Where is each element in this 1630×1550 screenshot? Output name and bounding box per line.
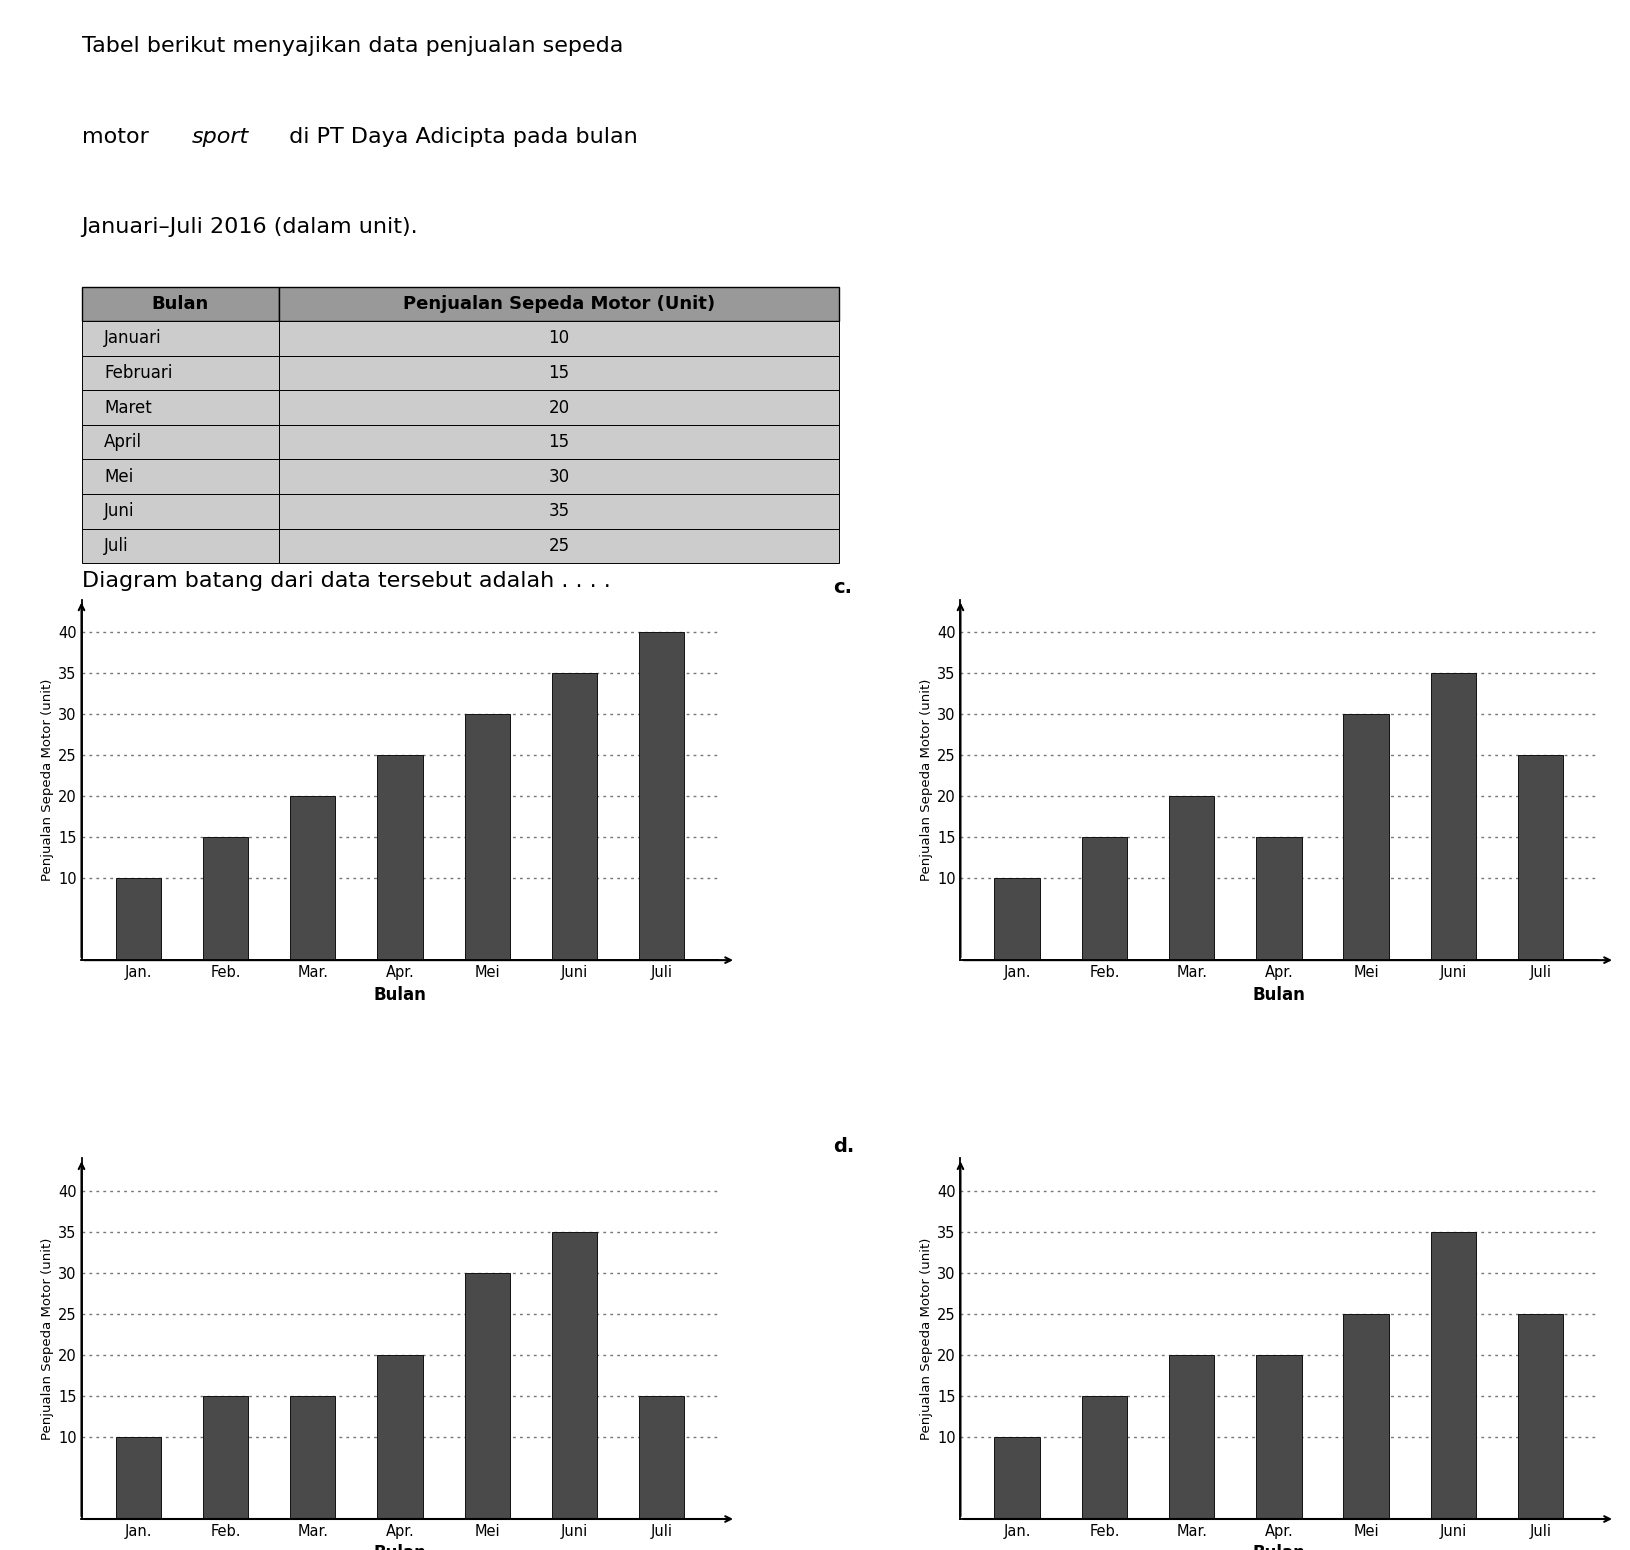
Bar bbox=[279, 494, 839, 529]
Bar bbox=[290, 797, 336, 959]
Text: Februari: Februari bbox=[104, 364, 173, 381]
Text: Maret: Maret bbox=[104, 398, 152, 417]
Bar bbox=[279, 425, 839, 459]
Text: Penjualan Sepeda Motor (Unit): Penjualan Sepeda Motor (Unit) bbox=[403, 294, 716, 313]
Text: Mei: Mei bbox=[104, 468, 134, 485]
Bar bbox=[1518, 1314, 1563, 1519]
Bar bbox=[1169, 1355, 1214, 1519]
Bar bbox=[279, 459, 839, 494]
Bar bbox=[82, 391, 279, 425]
Bar bbox=[1257, 1355, 1302, 1519]
Bar bbox=[116, 879, 161, 959]
Text: Diagram batang dari data tersebut adalah . . . .: Diagram batang dari data tersebut adalah… bbox=[82, 572, 610, 592]
Bar bbox=[465, 715, 510, 959]
Text: 15: 15 bbox=[548, 432, 569, 451]
Bar bbox=[290, 1397, 336, 1519]
Bar bbox=[82, 355, 279, 391]
Text: April: April bbox=[104, 432, 142, 451]
Bar bbox=[82, 529, 279, 563]
Bar bbox=[1257, 837, 1302, 959]
Text: di PT Daya Adicipta pada bulan: di PT Daya Adicipta pada bulan bbox=[282, 127, 637, 147]
Text: Juni: Juni bbox=[104, 502, 135, 521]
Text: Januari–Juli 2016 (dalam unit).: Januari–Juli 2016 (dalam unit). bbox=[82, 217, 419, 237]
Bar bbox=[553, 673, 597, 959]
Y-axis label: Penjualan Sepeda Motor (unit): Penjualan Sepeda Motor (unit) bbox=[919, 679, 932, 880]
Bar bbox=[279, 321, 839, 355]
Text: d.: d. bbox=[833, 1136, 854, 1156]
Bar bbox=[1431, 1232, 1477, 1519]
Bar bbox=[279, 529, 839, 563]
Y-axis label: Penjualan Sepeda Motor (unit): Penjualan Sepeda Motor (unit) bbox=[41, 679, 54, 880]
Text: 10: 10 bbox=[548, 330, 569, 347]
Bar bbox=[1431, 673, 1477, 959]
Bar bbox=[1343, 1314, 1389, 1519]
Bar bbox=[1518, 755, 1563, 959]
X-axis label: Bulan: Bulan bbox=[1252, 986, 1306, 1003]
Text: c.: c. bbox=[833, 578, 852, 597]
Y-axis label: Penjualan Sepeda Motor (unit): Penjualan Sepeda Motor (unit) bbox=[919, 1237, 932, 1440]
Bar bbox=[465, 1273, 510, 1519]
Text: 35: 35 bbox=[548, 502, 569, 521]
Bar bbox=[994, 879, 1040, 959]
Text: Bulan: Bulan bbox=[152, 294, 209, 313]
Y-axis label: Penjualan Sepeda Motor (unit): Penjualan Sepeda Motor (unit) bbox=[41, 1237, 54, 1440]
Bar bbox=[116, 1437, 161, 1519]
Bar bbox=[377, 755, 422, 959]
Text: Juli: Juli bbox=[104, 536, 129, 555]
Bar bbox=[1169, 797, 1214, 959]
Bar bbox=[202, 1397, 248, 1519]
Bar bbox=[639, 632, 685, 959]
Bar bbox=[377, 1355, 422, 1519]
X-axis label: Bulan: Bulan bbox=[373, 986, 427, 1003]
Bar bbox=[1082, 837, 1126, 959]
Text: Januari: Januari bbox=[104, 330, 161, 347]
Bar bbox=[553, 1232, 597, 1519]
Text: motor: motor bbox=[82, 127, 155, 147]
Text: 25: 25 bbox=[548, 536, 569, 555]
Bar bbox=[82, 321, 279, 355]
Bar bbox=[1082, 1397, 1126, 1519]
Bar bbox=[82, 494, 279, 529]
Bar bbox=[994, 1437, 1040, 1519]
Bar bbox=[279, 355, 839, 391]
Bar bbox=[82, 459, 279, 494]
Text: 30: 30 bbox=[548, 468, 569, 485]
Bar bbox=[202, 837, 248, 959]
Text: Tabel berikut menyajikan data penjualan sepeda: Tabel berikut menyajikan data penjualan … bbox=[82, 36, 623, 56]
Bar bbox=[279, 391, 839, 425]
Text: 20: 20 bbox=[548, 398, 569, 417]
Bar bbox=[82, 287, 279, 321]
X-axis label: Bulan: Bulan bbox=[373, 1544, 427, 1550]
Bar bbox=[1343, 715, 1389, 959]
Bar bbox=[639, 1397, 685, 1519]
Text: 15: 15 bbox=[548, 364, 569, 381]
Bar bbox=[82, 425, 279, 459]
Bar bbox=[279, 287, 839, 321]
Text: sport: sport bbox=[192, 127, 249, 147]
X-axis label: Bulan: Bulan bbox=[1252, 1544, 1306, 1550]
